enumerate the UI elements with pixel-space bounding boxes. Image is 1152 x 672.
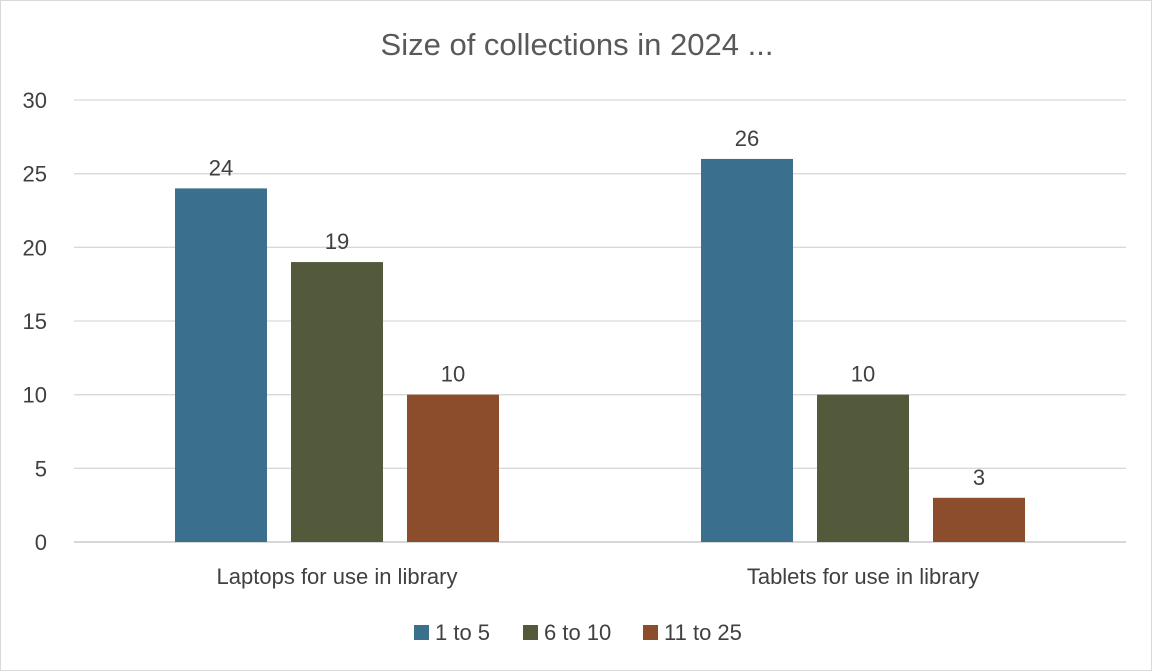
y-tick-label: 30 bbox=[23, 88, 47, 113]
legend-label: 1 to 5 bbox=[435, 620, 490, 645]
bar-1-1 bbox=[175, 188, 267, 542]
bar-3-1 bbox=[407, 394, 499, 542]
y-tick-label: 25 bbox=[23, 162, 47, 187]
data-label: 24 bbox=[209, 155, 233, 180]
data-label: 26 bbox=[735, 126, 759, 151]
data-label: 10 bbox=[851, 362, 875, 387]
x-category-label: Tablets for use in library bbox=[747, 564, 979, 589]
legend-label: 11 to 25 bbox=[664, 620, 742, 645]
data-label: 10 bbox=[441, 362, 465, 387]
bar-3-2 bbox=[933, 497, 1025, 542]
data-label: 3 bbox=[973, 465, 985, 490]
x-axis-categories: Laptops for use in library Tablets for us… bbox=[217, 564, 980, 589]
bars bbox=[175, 158, 1025, 542]
chart-title: Size of collections in 2024 ... bbox=[381, 27, 774, 62]
y-tick-label: 15 bbox=[23, 309, 47, 334]
y-axis-ticks: 0 5 10 15 20 25 30 bbox=[23, 88, 47, 555]
y-tick-label: 10 bbox=[23, 383, 47, 408]
data-labels: 24 19 10 26 10 3 bbox=[209, 126, 985, 490]
y-tick-label: 5 bbox=[35, 456, 47, 481]
bar-2-2 bbox=[817, 394, 909, 542]
y-tick-label: 20 bbox=[23, 235, 47, 260]
legend-swatch bbox=[643, 625, 658, 640]
x-category-label: Laptops for use in library bbox=[217, 564, 458, 589]
data-label: 19 bbox=[325, 229, 349, 254]
legend: 1 to 5 6 to 10 11 to 25 bbox=[414, 620, 742, 645]
legend-label: 6 to 10 bbox=[544, 620, 611, 645]
bar-2-1 bbox=[291, 262, 383, 542]
y-tick-label: 0 bbox=[35, 530, 47, 555]
legend-swatch bbox=[523, 625, 538, 640]
legend-swatch bbox=[414, 625, 429, 640]
bar-1-2 bbox=[701, 158, 793, 542]
